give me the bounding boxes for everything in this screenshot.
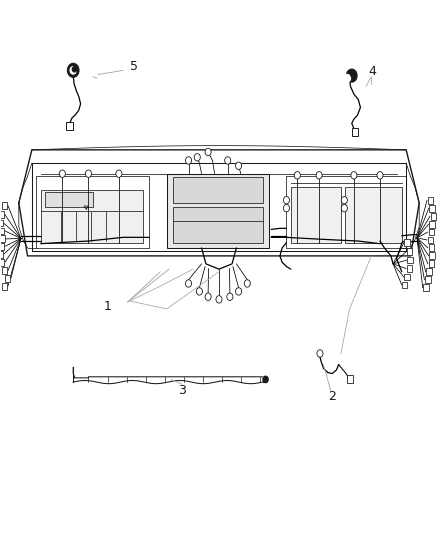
Bar — [427, 237, 433, 244]
Circle shape — [196, 288, 202, 295]
Bar — [5, 274, 11, 281]
Circle shape — [236, 288, 242, 295]
Bar — [2, 282, 7, 289]
Bar — [406, 265, 412, 272]
Bar — [0, 236, 5, 243]
Circle shape — [377, 172, 383, 179]
Circle shape — [351, 172, 357, 179]
Bar — [425, 276, 431, 283]
Bar — [173, 177, 262, 203]
Text: 1: 1 — [104, 300, 112, 313]
Circle shape — [194, 154, 200, 161]
Circle shape — [70, 67, 76, 74]
Bar — [429, 253, 435, 260]
Circle shape — [344, 75, 350, 82]
Bar — [407, 257, 413, 263]
Circle shape — [346, 69, 357, 82]
Bar — [173, 207, 262, 243]
Bar — [0, 220, 3, 227]
Circle shape — [341, 205, 347, 212]
Bar — [431, 213, 436, 220]
Circle shape — [185, 157, 191, 164]
Circle shape — [283, 205, 290, 212]
Text: 5: 5 — [130, 60, 138, 72]
Circle shape — [351, 72, 355, 77]
Circle shape — [236, 162, 242, 169]
Bar — [404, 274, 410, 280]
Circle shape — [59, 170, 65, 177]
Circle shape — [205, 148, 211, 156]
Circle shape — [216, 296, 222, 303]
Bar — [0, 211, 4, 218]
Bar — [352, 128, 358, 136]
Bar — [406, 248, 412, 255]
Bar — [0, 243, 4, 250]
Bar — [41, 190, 143, 243]
Bar — [428, 245, 434, 252]
Bar — [2, 202, 7, 209]
Bar — [0, 259, 4, 266]
Circle shape — [317, 350, 323, 357]
Bar — [426, 268, 432, 275]
Bar — [345, 187, 402, 243]
Bar — [429, 205, 435, 212]
Bar — [0, 228, 4, 235]
Circle shape — [263, 376, 268, 383]
Bar — [2, 267, 7, 274]
Bar — [167, 174, 269, 248]
Bar — [428, 261, 434, 267]
Bar — [0, 251, 3, 258]
Circle shape — [225, 157, 231, 164]
Bar — [428, 229, 434, 236]
Bar — [346, 375, 353, 383]
Circle shape — [316, 172, 322, 179]
Bar — [286, 176, 406, 248]
Circle shape — [227, 293, 233, 301]
Bar — [429, 221, 435, 228]
Bar — [66, 122, 73, 130]
Bar — [45, 192, 93, 207]
Bar — [291, 187, 341, 243]
Circle shape — [341, 197, 347, 204]
Circle shape — [205, 293, 211, 301]
Circle shape — [72, 67, 77, 72]
Bar — [404, 239, 410, 246]
Circle shape — [116, 170, 122, 177]
Circle shape — [85, 170, 92, 177]
Text: 4: 4 — [369, 65, 377, 78]
Circle shape — [67, 63, 79, 77]
Text: 3: 3 — [178, 384, 186, 397]
Bar — [402, 282, 407, 288]
Circle shape — [185, 280, 191, 287]
Bar — [424, 284, 429, 291]
Text: 2: 2 — [328, 390, 336, 403]
Circle shape — [244, 280, 251, 287]
Bar — [427, 197, 433, 204]
Circle shape — [283, 197, 290, 204]
Circle shape — [294, 172, 300, 179]
Bar — [36, 176, 149, 248]
